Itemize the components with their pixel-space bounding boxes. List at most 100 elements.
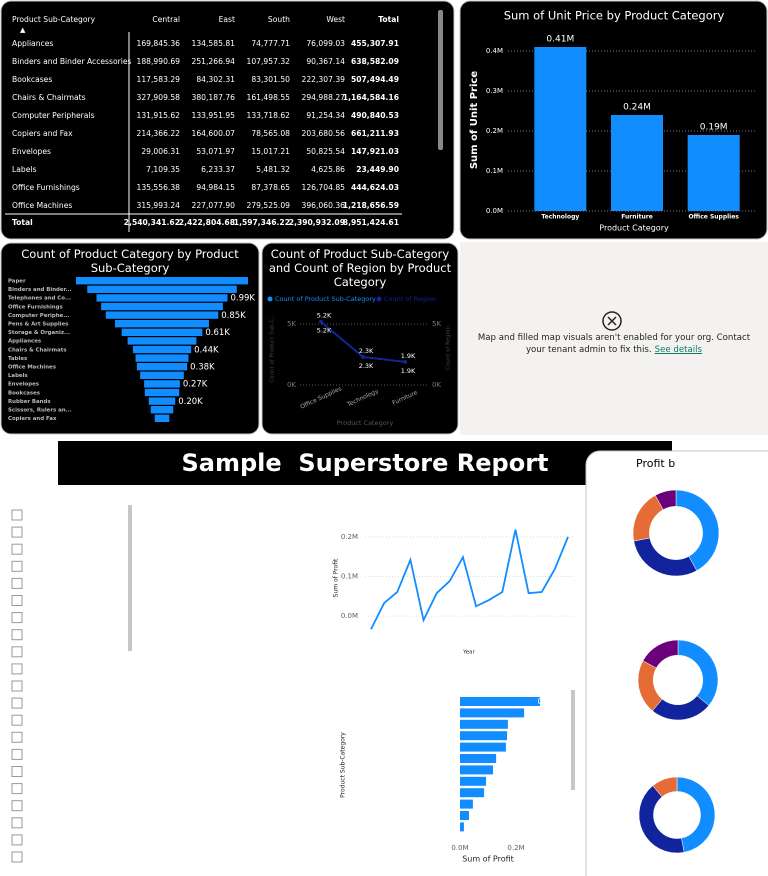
data-label: 0.20K bbox=[178, 397, 203, 407]
axis-title: Sum of Profit bbox=[462, 855, 514, 864]
y-tick-label: 0.2M bbox=[341, 533, 358, 541]
funnel-bar bbox=[121, 328, 203, 336]
category-label: Chairs & Chairmats bbox=[8, 347, 67, 353]
table-cell: 5,481.32 bbox=[256, 165, 290, 174]
checkbox[interactable] bbox=[11, 783, 23, 795]
table-cell: 214,366.22 bbox=[137, 129, 181, 138]
table-cell: 2,390,932.09 bbox=[289, 218, 345, 227]
table-cell: 15,017.21 bbox=[251, 147, 290, 156]
legend-label: Count of Region bbox=[384, 295, 436, 303]
table-cell: 131,915.62 bbox=[137, 111, 181, 120]
table-cell: 1,218,656.59 bbox=[343, 201, 399, 210]
table-cell: 169,845.36 bbox=[137, 39, 181, 48]
table-cell: 455,307.91 bbox=[351, 39, 399, 48]
chart-title: Sum of Unit Price by Product Category bbox=[504, 9, 725, 23]
table-cell: 164,600.07 bbox=[192, 129, 236, 138]
table-cell: 279,525.09 bbox=[247, 201, 291, 210]
bar bbox=[460, 811, 469, 820]
title-banner bbox=[58, 441, 672, 485]
table-cell: 444,624.03 bbox=[351, 183, 399, 192]
funnel-bar bbox=[96, 294, 228, 302]
bar bbox=[460, 731, 508, 741]
checkbox[interactable] bbox=[11, 731, 23, 743]
table-cell: 294,988.27 bbox=[302, 93, 346, 102]
checkbox[interactable] bbox=[11, 697, 23, 709]
axis-title: Product Sub-Category bbox=[340, 732, 347, 798]
table-cell: West bbox=[326, 15, 345, 24]
category-label: Rubber Bands bbox=[8, 399, 51, 405]
category-label: Binders and Binder... bbox=[8, 287, 72, 293]
legend-marker bbox=[267, 296, 273, 302]
table-panel bbox=[0, 0, 455, 240]
bar bbox=[460, 719, 508, 729]
category-label: Telephones and Co... bbox=[8, 296, 71, 302]
checkbox[interactable] bbox=[11, 577, 23, 589]
axis-title: Count of Region bbox=[446, 326, 452, 370]
x-tick-label: 0.0M bbox=[451, 844, 468, 852]
table-cell: Central bbox=[152, 15, 180, 24]
table-cell: Product Sub-Category bbox=[12, 15, 96, 24]
bar bbox=[460, 754, 497, 763]
funnel-bar bbox=[144, 388, 180, 397]
table-cell: 117,583.29 bbox=[137, 75, 181, 84]
axis-title: Year bbox=[462, 650, 475, 656]
checkbox[interactable] bbox=[11, 612, 23, 624]
checkbox[interactable] bbox=[11, 834, 23, 846]
scrollbar bbox=[571, 690, 575, 790]
category-label: Office Machines bbox=[8, 365, 56, 371]
y2-tick-label: 0K bbox=[432, 381, 441, 389]
report-title: Sample Superstore Report bbox=[182, 449, 549, 477]
checkbox[interactable] bbox=[11, 714, 23, 726]
checkbox[interactable] bbox=[11, 800, 23, 812]
data-label: 0.61K bbox=[205, 328, 230, 338]
data-label: 0.41M bbox=[546, 35, 574, 45]
table-cell: 147,921.03 bbox=[351, 147, 399, 156]
axis-title: Product Category bbox=[599, 224, 669, 233]
bar bbox=[460, 708, 525, 718]
table-cell: Copiers and Fax bbox=[12, 129, 73, 138]
table-cell: 661,211.93 bbox=[351, 129, 399, 138]
see-details-link[interactable]: See details bbox=[654, 345, 703, 355]
table-cell: 327,909.58 bbox=[137, 93, 181, 102]
table-cell: 78,565.08 bbox=[251, 129, 290, 138]
checkbox[interactable] bbox=[11, 509, 23, 521]
axis-title: Count of Product Sub-C... bbox=[270, 313, 276, 383]
bar bbox=[534, 47, 587, 211]
point bbox=[319, 319, 323, 324]
data-label: 5.2K bbox=[317, 327, 332, 335]
table-cell: 91,254.34 bbox=[306, 111, 345, 120]
category-label: Appliances bbox=[8, 339, 41, 345]
data-label: 2.3K bbox=[359, 362, 374, 370]
table-cell: 133,951.95 bbox=[192, 111, 236, 120]
funnel-bar bbox=[132, 345, 192, 354]
checkbox[interactable] bbox=[11, 526, 23, 538]
table-cell: 1,164,584.16 bbox=[343, 93, 399, 102]
axis-title: Product Category bbox=[337, 419, 394, 427]
checkbox[interactable] bbox=[11, 817, 23, 829]
checkbox[interactable] bbox=[11, 766, 23, 777]
table-cell: Labels bbox=[12, 165, 36, 174]
checkbox[interactable] bbox=[11, 646, 23, 658]
funnel-bar bbox=[105, 311, 219, 319]
axis-title: Sum of Unit Price bbox=[469, 71, 480, 169]
line-panel bbox=[261, 242, 459, 435]
checkbox[interactable] bbox=[11, 595, 23, 606]
bar bbox=[460, 822, 464, 832]
checkbox[interactable] bbox=[11, 560, 23, 572]
checkbox[interactable] bbox=[11, 663, 23, 675]
checkbox[interactable] bbox=[11, 851, 23, 863]
funnel-bar bbox=[136, 363, 188, 371]
table-cell: 29,006.31 bbox=[141, 147, 180, 156]
checkbox[interactable] bbox=[11, 543, 23, 555]
checkbox[interactable] bbox=[11, 680, 23, 692]
table-cell: Total bbox=[12, 218, 33, 227]
data-label: 1.9K bbox=[401, 352, 416, 360]
data-label: 0.44K bbox=[194, 345, 219, 355]
line bbox=[370, 529, 569, 630]
category-label: Computer Periphe... bbox=[8, 313, 69, 319]
category-label: Envelopes bbox=[8, 382, 39, 388]
checkbox[interactable] bbox=[11, 748, 23, 760]
card-title: Profit b bbox=[636, 457, 675, 470]
checkbox[interactable] bbox=[11, 629, 23, 641]
funnel-bar bbox=[144, 380, 180, 388]
